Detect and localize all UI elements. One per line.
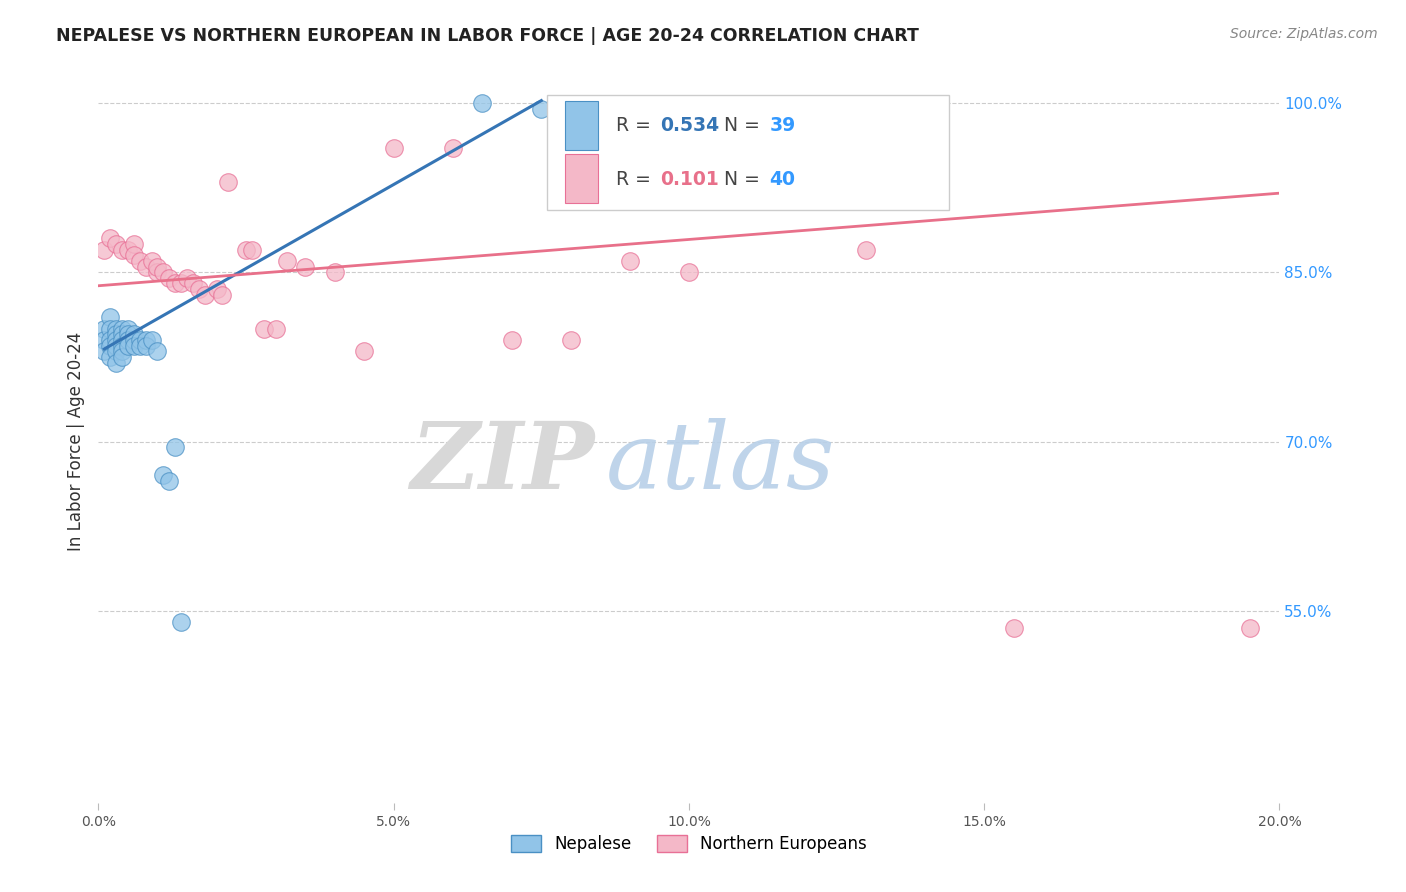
Point	[152, 265, 174, 279]
Point	[187, 282, 209, 296]
Text: Source: ZipAtlas.com: Source: ZipAtlas.com	[1230, 27, 1378, 41]
Point	[157, 270, 180, 285]
Point	[135, 333, 157, 347]
Point	[855, 243, 877, 257]
Point	[93, 333, 115, 347]
Point	[441, 141, 464, 155]
Point	[105, 338, 128, 352]
Point	[105, 344, 128, 359]
Point	[382, 141, 405, 155]
Point	[128, 338, 150, 352]
Point	[264, 321, 287, 335]
Point	[117, 327, 139, 342]
Y-axis label: In Labor Force | Age 20-24: In Labor Force | Age 20-24	[66, 332, 84, 551]
Point	[323, 265, 346, 279]
Point	[619, 253, 641, 268]
Point	[117, 243, 139, 257]
Text: 0.101: 0.101	[661, 169, 720, 188]
Point	[105, 333, 128, 347]
FancyBboxPatch shape	[565, 101, 598, 150]
Point	[471, 95, 494, 110]
Point	[98, 321, 121, 335]
Point	[105, 355, 128, 369]
Point	[170, 277, 193, 291]
Point	[111, 327, 134, 342]
Point	[105, 237, 128, 252]
Point	[141, 253, 163, 268]
Point	[111, 333, 134, 347]
Point	[111, 243, 134, 257]
Point	[146, 265, 169, 279]
Point	[93, 321, 115, 335]
Text: N =: N =	[724, 169, 766, 188]
Point	[105, 321, 128, 335]
Point	[122, 338, 145, 352]
FancyBboxPatch shape	[547, 95, 949, 211]
Point	[105, 327, 128, 342]
Point	[98, 350, 121, 364]
Text: N =: N =	[724, 117, 766, 136]
Point	[128, 333, 150, 347]
Point	[146, 260, 169, 274]
Point	[122, 327, 145, 342]
Text: 0.534: 0.534	[661, 117, 720, 136]
Point	[170, 615, 193, 629]
Point	[157, 474, 180, 488]
Point	[128, 253, 150, 268]
Point	[217, 175, 239, 189]
Point	[122, 248, 145, 262]
Point	[240, 243, 263, 257]
Point	[181, 277, 204, 291]
Point	[111, 350, 134, 364]
Point	[165, 277, 187, 291]
Point	[93, 344, 115, 359]
Point	[276, 253, 298, 268]
Point	[530, 102, 553, 116]
Text: ZIP: ZIP	[411, 418, 595, 508]
Point	[1239, 621, 1261, 635]
Point	[165, 440, 187, 454]
Point	[501, 333, 523, 347]
Point	[135, 338, 157, 352]
Point	[117, 338, 139, 352]
Text: 39: 39	[769, 117, 796, 136]
Point	[194, 287, 217, 301]
FancyBboxPatch shape	[565, 153, 598, 203]
Point	[135, 260, 157, 274]
Point	[98, 231, 121, 245]
Point	[117, 321, 139, 335]
Point	[176, 270, 198, 285]
Point	[294, 260, 316, 274]
Point	[211, 287, 233, 301]
Point	[98, 333, 121, 347]
Point	[122, 237, 145, 252]
Text: 40: 40	[769, 169, 796, 188]
Point	[146, 344, 169, 359]
Point	[152, 468, 174, 483]
Point	[98, 338, 121, 352]
Point	[353, 344, 375, 359]
Legend: Nepalese, Northern Europeans: Nepalese, Northern Europeans	[505, 828, 873, 860]
Point	[235, 243, 257, 257]
Point	[111, 338, 134, 352]
Point	[205, 282, 228, 296]
Point	[98, 310, 121, 325]
Point	[678, 265, 700, 279]
Point	[111, 344, 134, 359]
Point	[1002, 621, 1025, 635]
Point	[560, 333, 582, 347]
Point	[141, 333, 163, 347]
Point	[117, 333, 139, 347]
Point	[93, 243, 115, 257]
Text: NEPALESE VS NORTHERN EUROPEAN IN LABOR FORCE | AGE 20-24 CORRELATION CHART: NEPALESE VS NORTHERN EUROPEAN IN LABOR F…	[56, 27, 920, 45]
Point	[122, 333, 145, 347]
Point	[253, 321, 276, 335]
Text: R =: R =	[616, 169, 662, 188]
Text: R =: R =	[616, 117, 657, 136]
Point	[111, 321, 134, 335]
Text: atlas: atlas	[606, 418, 835, 508]
